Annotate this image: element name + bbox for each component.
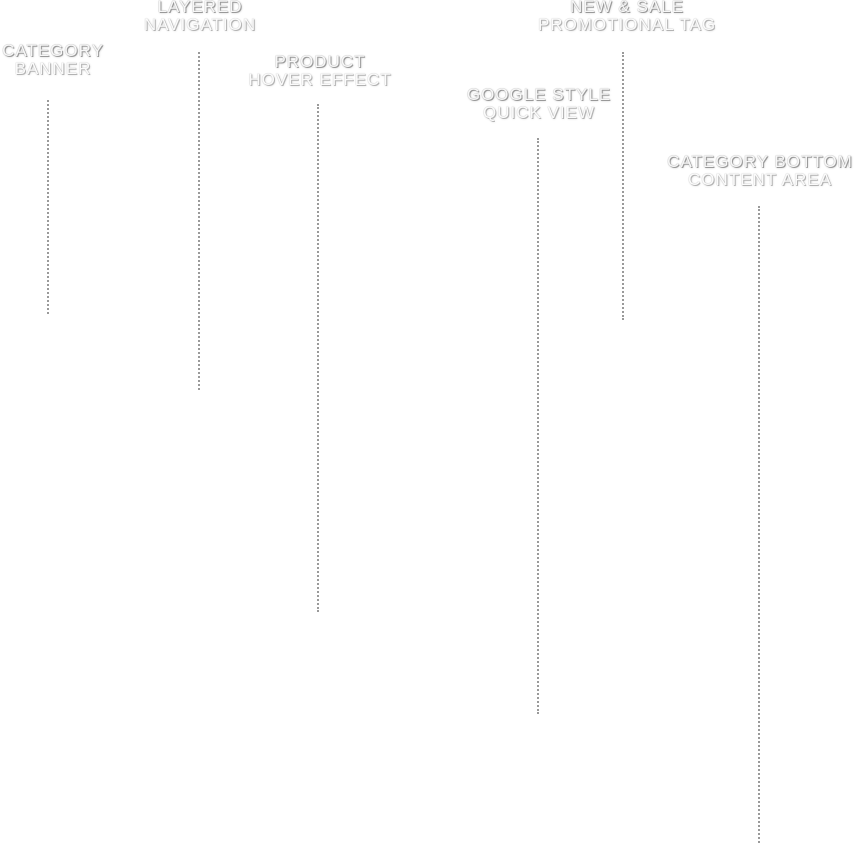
callout-title: PRODUCT (274, 52, 366, 71)
callout-subtitle: PROMOTIONAL TAG (537, 15, 717, 34)
callout-subtitle: CONTENT AREA (688, 170, 832, 189)
callout-category-bottom-content-area: CATEGORY BOTTOM CONTENT AREA (658, 153, 859, 189)
callout-title: GOOGLE STYLE (466, 85, 612, 104)
callout-title: LAYERED (157, 0, 243, 16)
leader-line-new-sale-promotional-tag (622, 52, 624, 320)
leader-line-category-banner (47, 100, 49, 314)
callout-title: NEW & SALE (570, 0, 684, 16)
callout-layered-navigation: LAYERED NAVIGATION (130, 0, 270, 34)
leader-line-google-style-quick-view (537, 138, 539, 714)
callout-subtitle: NAVIGATION (143, 15, 257, 34)
callout-new-sale-promotional-tag: NEW & SALE PROMOTIONAL TAG (524, 0, 730, 34)
callout-title: CATEGORY BOTTOM (667, 152, 853, 171)
callout-category-banner: CATEGORY BANNER (0, 42, 108, 78)
leader-line-category-bottom-content-area (758, 206, 760, 843)
leader-line-layered-navigation (198, 52, 200, 390)
callout-subtitle: HOVER EFFECT (248, 70, 392, 89)
callout-google-style-quick-view: GOOGLE STYLE QUICK VIEW (458, 86, 620, 122)
callout-product-hover-effect: PRODUCT HOVER EFFECT (240, 53, 400, 89)
callout-title: CATEGORY (2, 41, 104, 60)
callout-subtitle: BANNER (14, 59, 92, 78)
callout-subtitle: QUICK VIEW (482, 103, 595, 122)
leader-line-product-hover-effect (317, 104, 319, 612)
